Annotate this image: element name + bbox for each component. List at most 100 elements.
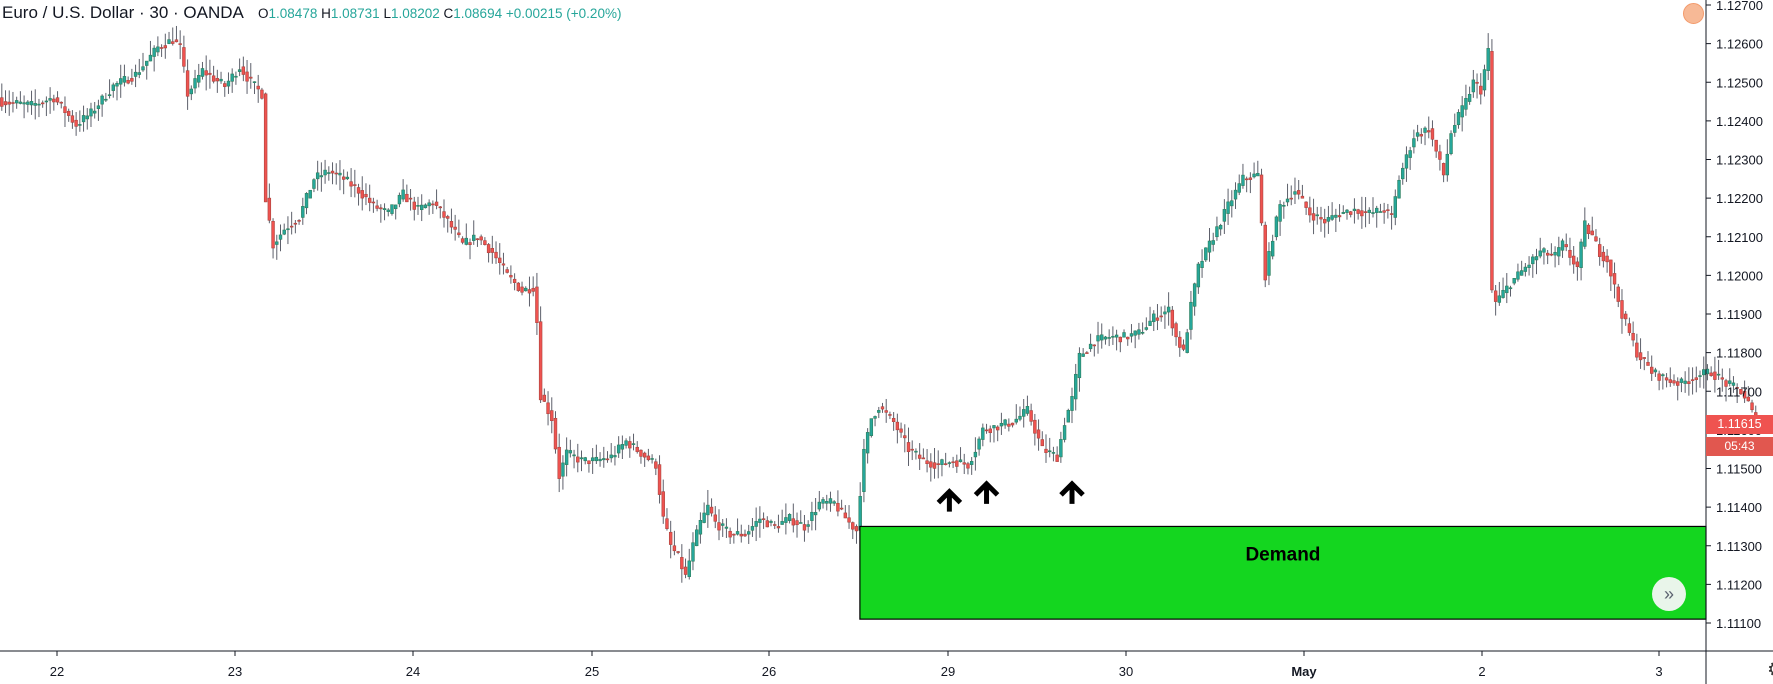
- candle-body: [252, 81, 257, 83]
- candle-body: [1389, 213, 1394, 215]
- candle-body: [1427, 130, 1431, 133]
- candle-body: [639, 449, 643, 457]
- candle-body: [1750, 402, 1754, 411]
- candle-body: [1241, 174, 1245, 186]
- candle-body: [817, 501, 822, 510]
- candle-body: [464, 237, 468, 245]
- candle-body: [951, 461, 955, 464]
- candle-body: [460, 238, 465, 243]
- orange-circle-icon[interactable]: [1683, 3, 1704, 24]
- candle-body: [527, 289, 532, 294]
- candle-body: [29, 101, 34, 106]
- candle-body: [1560, 240, 1565, 251]
- candle-body: [1694, 377, 1698, 380]
- candle-body: [1118, 336, 1123, 343]
- candle-body: [576, 456, 580, 463]
- fast-forward-icon[interactable]: »: [1652, 577, 1686, 611]
- candle-body: [256, 85, 260, 90]
- candle-body: [1501, 289, 1505, 298]
- candle-body: [646, 455, 651, 461]
- candle-body: [226, 80, 231, 87]
- candle-body: [1133, 330, 1137, 336]
- candle-body: [1623, 313, 1628, 320]
- candle-body: [1493, 290, 1498, 302]
- candle-body: [1527, 264, 1531, 268]
- price-tick-label: 1.12100: [1716, 230, 1763, 245]
- candle-body: [1668, 379, 1672, 383]
- candle-body: [906, 442, 911, 453]
- candle-body: [1378, 211, 1383, 213]
- candle-body: [1460, 105, 1464, 118]
- candle-body: [1371, 212, 1375, 214]
- candle-body: [341, 176, 346, 180]
- candle-body: [1571, 255, 1576, 265]
- candle-body: [338, 172, 342, 176]
- gear-icon[interactable]: ⚙: [1762, 656, 1773, 684]
- candle-body: [397, 194, 402, 205]
- candle-body: [914, 450, 918, 453]
- candle-body: [412, 201, 416, 210]
- candle-body: [26, 101, 30, 105]
- countdown-tag: 05:43: [1706, 437, 1773, 456]
- candle-body: [1144, 327, 1149, 330]
- candle-body: [654, 461, 658, 469]
- candle-body: [327, 172, 331, 174]
- candle-body: [769, 520, 773, 523]
- demand-label: Demand: [1245, 544, 1320, 565]
- candle-body: [241, 66, 246, 75]
- candle-body: [501, 263, 506, 266]
- candle-body: [1575, 261, 1580, 268]
- candle-body: [1735, 387, 1739, 389]
- candle-body: [193, 78, 197, 89]
- candle-body: [561, 462, 565, 477]
- candle-body: [434, 201, 439, 206]
- candle-body: [70, 115, 75, 123]
- candle-body: [631, 443, 636, 445]
- demand-zone: Demand: [859, 525, 1707, 620]
- candle-body: [1742, 390, 1747, 399]
- candle-body: [1207, 240, 1212, 253]
- candle-body: [293, 222, 298, 225]
- candle-body: [1583, 220, 1587, 247]
- candle-body: [1296, 190, 1301, 195]
- candle-body: [758, 518, 762, 523]
- candle-body: [1107, 337, 1111, 339]
- candle-body: [1605, 255, 1609, 263]
- candle-body: [1092, 344, 1097, 347]
- candle-body: [683, 566, 688, 575]
- candle-body: [479, 236, 483, 241]
- candle-body: [78, 124, 82, 126]
- candle-body: [1192, 283, 1197, 307]
- price-tick-label: 1.12500: [1716, 75, 1763, 90]
- candle-body: [498, 257, 502, 263]
- candle-body: [947, 462, 952, 464]
- candle-body: [1375, 207, 1379, 213]
- candle-body: [1631, 333, 1635, 341]
- candle-body: [747, 531, 751, 535]
- candle-body: [11, 102, 15, 104]
- candle-body: [1497, 295, 1502, 303]
- candle-body: [579, 457, 584, 460]
- candle-body: [1070, 396, 1074, 411]
- candle-body: [854, 526, 859, 532]
- candle-body: [1007, 423, 1011, 427]
- candle-body: [891, 417, 896, 422]
- candle-body: [825, 501, 829, 504]
- candle-body: [100, 95, 104, 105]
- candle-body: [1352, 208, 1357, 211]
- candle-body: [185, 70, 190, 97]
- candle-body: [1044, 448, 1048, 453]
- candle-body: [1230, 200, 1234, 207]
- candle-body: [1386, 209, 1390, 212]
- candle-body: [888, 414, 892, 416]
- candle-body: [74, 119, 78, 127]
- arrows-layer: [936, 480, 1085, 512]
- candle-body: [1679, 378, 1684, 383]
- time-tick-label: 3: [1655, 664, 1662, 679]
- candle-body: [1471, 79, 1476, 93]
- candle-body: [542, 394, 547, 402]
- candle-body: [1638, 352, 1643, 361]
- time-tick-label: 22: [50, 664, 64, 679]
